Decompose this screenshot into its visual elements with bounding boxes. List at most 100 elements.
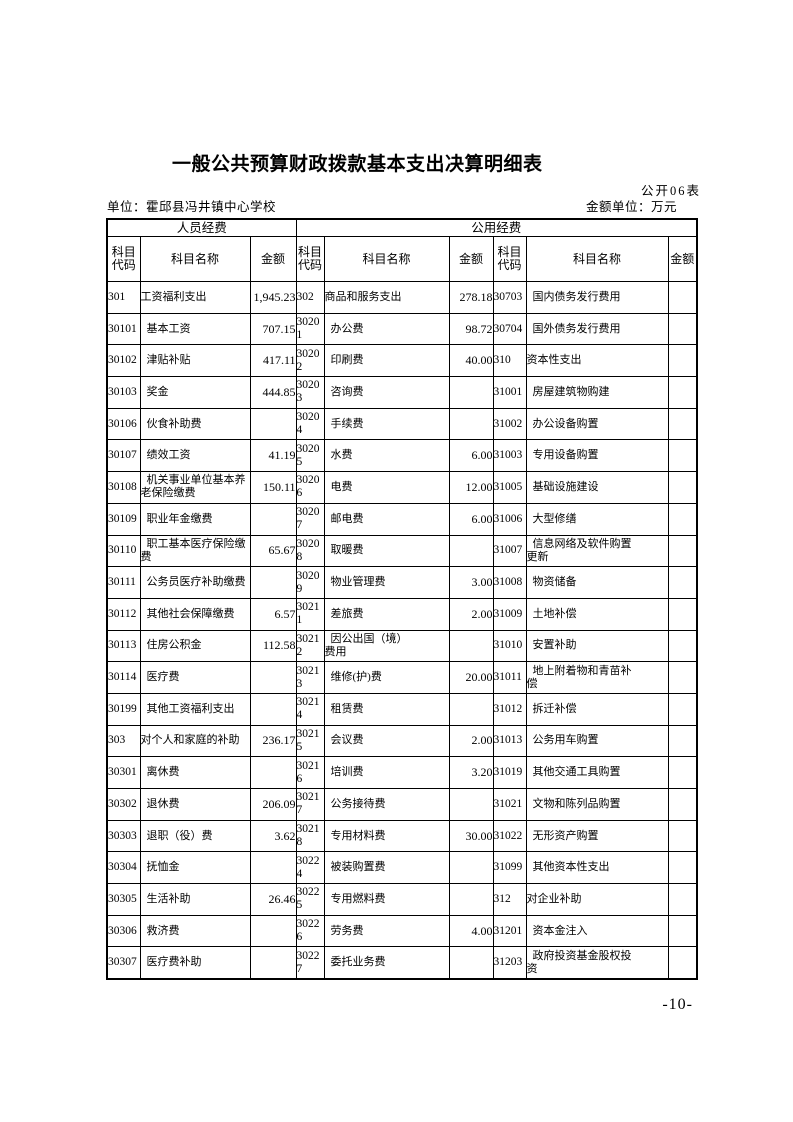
subject-name-cell: 退职（役）费 [139, 819, 251, 853]
subject-name-cell: 伙食补助费 [139, 407, 251, 441]
table-row: 30109 职业年金缴费 3020 7 邮电费 6.00 31006 大型修缮 [106, 502, 698, 536]
column-header-subject-name-2: 科目名称 [323, 236, 450, 282]
subject-name-cell: 公务员医疗补助缴费 [139, 566, 251, 599]
subject-name-cell: 培训费 [323, 756, 450, 789]
subject-code-cell: 3021 4 [295, 692, 325, 726]
amount-cell [667, 946, 698, 980]
amount-cell: 278.18 [448, 281, 494, 314]
subject-name-cell: 商品和服务支出 [323, 281, 450, 314]
subject-name-cell: 水费 [323, 439, 450, 473]
amount-cell: 707.15 [249, 312, 297, 346]
amount-cell [667, 376, 698, 409]
subject-name-cell: 医疗费补助 [139, 946, 251, 980]
amount-cell: 65.67 [249, 534, 297, 568]
subject-name-cell: 其他资本性支出 [525, 851, 669, 885]
subject-name-cell: 劳务费 [323, 914, 450, 948]
amount-cell [249, 661, 297, 694]
subject-code-cell: 3020 4 [295, 407, 325, 441]
amount-cell [249, 946, 297, 980]
table-row: 30199 其他工资福利支出 3021 4 租赁费 31012 拆迁补偿 [106, 692, 698, 726]
subject-name-cell: 资本性支出 [525, 344, 669, 378]
amount-cell [448, 376, 494, 409]
amount-cell [667, 439, 698, 473]
subject-name-cell: 职工基本医疗保险缴 费 [139, 534, 251, 568]
amount-cell [667, 851, 698, 885]
subject-code-cell: 30302 [106, 788, 141, 821]
amount-cell [249, 692, 297, 726]
subject-name-cell: 对企业补助 [525, 883, 669, 916]
table-row: 30103 奖金 444.85 3020 3 咨询费 31001 房屋建筑物购建 [106, 376, 698, 409]
table-row: 301 工资福利支出 1,945.23 302 商品和服务支出 278.18 30703 国内… [106, 281, 698, 314]
subject-name-cell: 生活补助 [139, 883, 251, 916]
amount-cell [667, 407, 698, 441]
subject-code-cell: 30307 [106, 946, 141, 980]
amount-cell: 2.00 [448, 597, 494, 631]
group-header-row: 人员经费 公用经费 [106, 218, 698, 237]
subject-name-cell: 会议费 [323, 724, 450, 758]
amount-cell: 3.62 [249, 819, 297, 853]
table-body: 301 工资福利支出 1,945.23 302 商品和服务支出 278.18 30703 国内… [106, 281, 698, 980]
subject-code-cell: 3021 3 [295, 661, 325, 694]
subject-name-cell: 租赁费 [323, 692, 450, 726]
subject-name-cell: 基础设施建设 [525, 471, 669, 504]
subject-code-cell: 302 [295, 281, 325, 314]
table-row: 30301 离休费 3021 6 培训费 3.20 31019 其他交通工具购置 [106, 756, 698, 789]
subject-code-cell: 31022 [492, 819, 527, 853]
form-number-label: 公开06表 [640, 184, 701, 198]
subject-code-cell: 31099 [492, 851, 527, 885]
subject-code-cell: 3020 3 [295, 376, 325, 409]
subject-code-cell: 30106 [106, 407, 141, 441]
column-header-amount-2: 金额 [448, 236, 494, 282]
amount-cell [667, 724, 698, 758]
column-header-subject-name-3: 科目名称 [525, 236, 669, 282]
amount-cell [249, 756, 297, 789]
subject-code-cell: 30113 [106, 629, 141, 663]
subject-name-cell: 委托业务费 [323, 946, 450, 980]
subject-name-cell: 专用燃料费 [323, 883, 450, 916]
column-header-amount-3: 金额 [667, 236, 698, 282]
subject-name-cell: 无形资产购置 [525, 819, 669, 853]
amount-cell: 40.00 [448, 344, 494, 378]
subject-name-cell: 因公出国（境） 费用 [323, 629, 450, 663]
amount-cell: 1,945.23 [249, 281, 297, 314]
subject-name-cell: 办公费 [323, 312, 450, 346]
subject-name-cell: 政府投资基金股权投 资 [525, 946, 669, 980]
amount-cell: 2.00 [448, 724, 494, 758]
budget-detail-table: 人员经费 公用经费 科目代码 科目名称 金额 科目代码 科目名称 金额 科目代码… [106, 218, 699, 980]
subject-code-cell: 3020 1 [295, 312, 325, 346]
column-header-subject-code-1: 科目代码 [106, 236, 141, 282]
subject-code-cell: 31012 [492, 692, 527, 726]
subject-name-cell: 国外债务发行费用 [525, 312, 669, 346]
subject-name-cell: 文物和陈列品购置 [525, 788, 669, 821]
subject-name-cell: 地上附着物和青苗补 偿 [525, 661, 669, 694]
subject-name-cell: 奖金 [139, 376, 251, 409]
amount-cell [448, 407, 494, 441]
subject-code-cell: 3022 7 [295, 946, 325, 980]
subject-name-cell: 维修(护)费 [323, 661, 450, 694]
subject-code-cell: 30102 [106, 344, 141, 378]
subject-code-cell: 31011 [492, 661, 527, 694]
amount-cell [667, 661, 698, 694]
amount-cell [667, 502, 698, 536]
amount-cell: 26.46 [249, 883, 297, 916]
table-row: 30110 职工基本医疗保险缴 费 65.67 3020 8 取暖费 31007 信息网络及… [106, 534, 698, 568]
amount-cell: 206.09 [249, 788, 297, 821]
subject-name-cell: 信息网络及软件购置 更新 [525, 534, 669, 568]
amount-cell: 3.00 [448, 566, 494, 599]
subject-code-cell: 31203 [492, 946, 527, 980]
amount-cell [448, 629, 494, 663]
subject-name-cell: 对个人和家庭的补助 [139, 724, 251, 758]
subject-code-cell: 30305 [106, 883, 141, 916]
subject-code-cell: 3022 6 [295, 914, 325, 948]
amount-cell [249, 566, 297, 599]
subject-code-cell: 3020 7 [295, 502, 325, 536]
amount-cell [667, 914, 698, 948]
subject-name-cell: 救济费 [139, 914, 251, 948]
subject-name-cell: 差旅费 [323, 597, 450, 631]
subject-name-cell: 津贴补贴 [139, 344, 251, 378]
subject-name-cell: 大型修缮 [525, 502, 669, 536]
table-row: 30111 公务员医疗补助缴费 3020 9 物业管理费 3.00 31008 物资储备 [106, 566, 698, 599]
subject-code-cell: 312 [492, 883, 527, 916]
amount-cell: 112.58 [249, 629, 297, 663]
subject-code-cell: 31002 [492, 407, 527, 441]
